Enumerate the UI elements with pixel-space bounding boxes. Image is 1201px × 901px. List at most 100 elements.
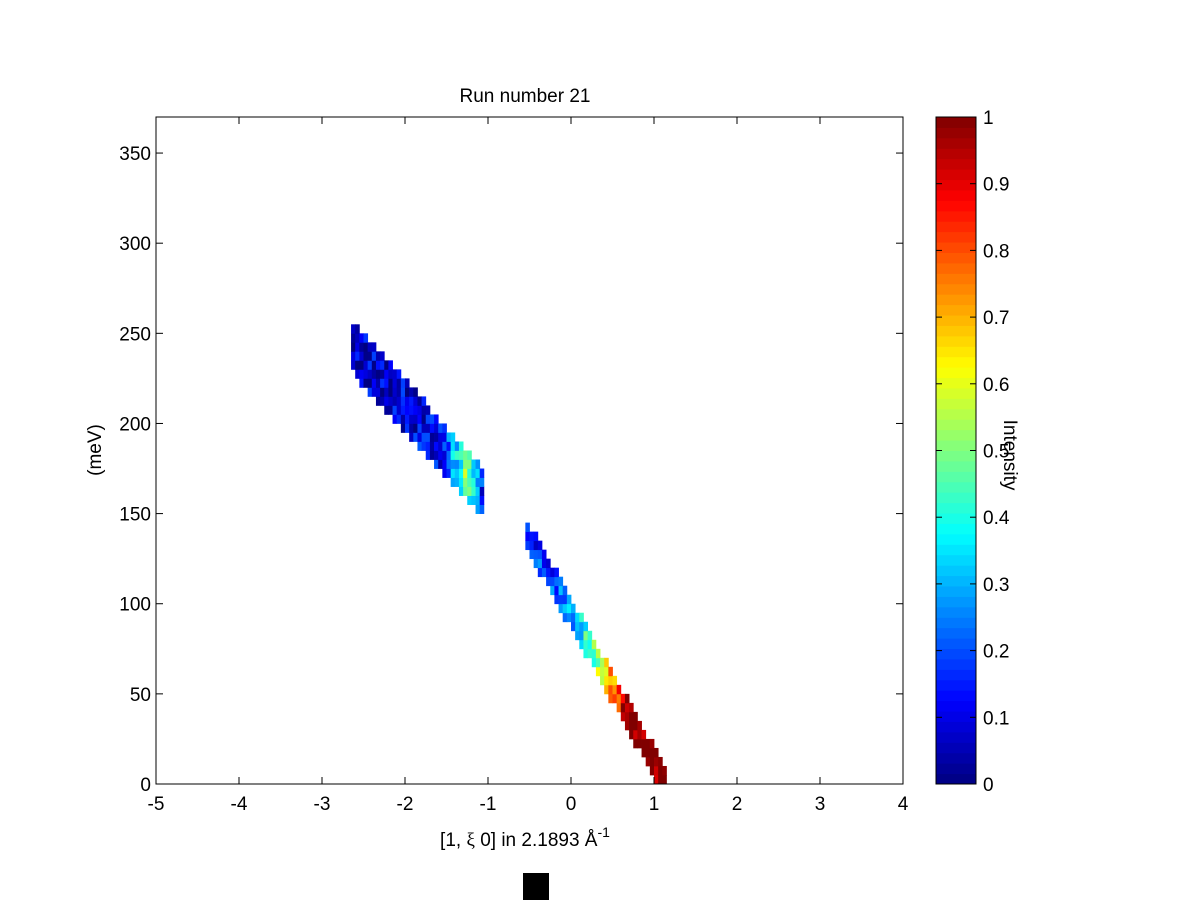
heatmap-cell	[380, 369, 385, 379]
heatmap-cell	[550, 576, 555, 587]
heatmap-cell	[591, 639, 597, 650]
heatmap-cell	[595, 657, 601, 668]
heatmap-cell	[392, 396, 398, 406]
heatmap-cell	[421, 423, 427, 433]
black-square-marker	[523, 873, 549, 900]
heatmap-cell	[600, 657, 605, 668]
heatmap-cell	[454, 450, 460, 460]
heatmap-cell	[384, 369, 389, 379]
heatmap-cell	[533, 540, 539, 551]
heatmap-cell	[400, 387, 406, 397]
heatmap-cell	[359, 351, 364, 361]
heatmap-cell	[438, 450, 443, 460]
heatmap-cell	[363, 369, 369, 379]
heatmap-cell	[463, 468, 468, 478]
heatmap-cell	[388, 378, 393, 388]
colorbar-step	[936, 148, 976, 160]
heatmap-cell	[637, 720, 642, 731]
heatmap-cell	[363, 342, 369, 352]
heatmap-cell	[429, 450, 435, 460]
heatmap-cell	[367, 342, 373, 352]
heatmap-cell	[550, 567, 555, 578]
colorbar-step	[936, 606, 976, 618]
heatmap-cell	[388, 405, 393, 415]
heatmap-cell	[380, 396, 385, 406]
x-tick-label: 0	[566, 794, 577, 815]
heatmap-cell	[438, 423, 443, 433]
heatmap-cell	[562, 585, 568, 596]
heatmap-cell	[475, 486, 481, 496]
heatmap-cell	[608, 675, 613, 686]
heatmap-cell	[554, 594, 559, 605]
heatmap-cell	[409, 405, 414, 415]
colorbar-step	[936, 523, 976, 535]
heatmap-cell	[417, 414, 422, 424]
heatmap-cell	[400, 414, 406, 424]
colorbar-step	[936, 429, 976, 441]
heatmap-cell	[479, 468, 485, 478]
heatmap-cell	[405, 387, 410, 397]
heatmap-cell	[417, 396, 422, 406]
heatmap-cell	[442, 459, 447, 469]
heatmap-cell	[645, 738, 651, 749]
heatmap-cell	[475, 495, 481, 505]
heatmap-cell	[388, 369, 393, 379]
colorbar-step	[936, 137, 976, 149]
heatmap-cell	[471, 468, 476, 478]
colorbar-step	[936, 189, 976, 201]
heatmap-cell	[471, 459, 476, 469]
heatmap-cell	[658, 774, 663, 785]
heatmap-cell	[413, 396, 418, 406]
heatmap-cell	[450, 477, 456, 487]
heatmap-cell	[546, 576, 551, 587]
heatmap-cell	[604, 657, 609, 668]
x-axis-ticks: -5 -4 -3 -2 -1 0 1 2 3 4	[148, 117, 909, 815]
heatmap-cell	[384, 378, 389, 388]
heatmap-cell	[388, 396, 393, 406]
heatmap-cell	[463, 450, 468, 460]
heatmap-cell	[355, 351, 360, 361]
colorbar-step	[936, 127, 976, 139]
heatmap-cell	[525, 531, 530, 542]
heatmap-cell	[405, 405, 410, 415]
heatmap-cell	[438, 459, 443, 469]
heatmap-cell	[421, 396, 427, 406]
heatmap-cell	[571, 621, 576, 632]
heatmap-cell	[575, 621, 580, 632]
heatmap-cell	[616, 684, 622, 695]
y-tick-label: 350	[119, 144, 151, 165]
heatmap-cell	[355, 342, 360, 352]
heatmap-cell	[375, 387, 381, 397]
heatmap-cell	[649, 738, 655, 749]
heatmap-cell	[438, 432, 443, 442]
colorbar-step	[936, 617, 976, 629]
colorbar-gradient	[936, 117, 976, 785]
colorbar-step	[936, 554, 976, 566]
colorbar-step	[936, 731, 976, 743]
heatmap-cell	[434, 414, 439, 424]
heatmap-cell	[541, 549, 547, 560]
heatmap-cell	[454, 468, 460, 478]
heatmap-cell	[413, 387, 418, 397]
colorbar-step	[936, 283, 976, 295]
x-tick-label: -3	[314, 794, 331, 815]
heatmap-cell	[425, 405, 431, 415]
heatmap-cell	[612, 693, 618, 704]
heatmap-cell	[392, 414, 398, 424]
heatmap-cell	[579, 639, 584, 650]
heatmap-cell	[388, 387, 393, 397]
heatmap-cell	[608, 684, 613, 695]
colorbar-step	[936, 513, 976, 524]
heatmap-cell	[384, 396, 389, 406]
heatmap-cell	[583, 630, 588, 641]
heatmap-cell	[546, 567, 551, 578]
heatmap-cell	[355, 360, 360, 370]
heatmap-cell	[413, 405, 418, 415]
heatmap-cell	[380, 387, 385, 397]
colorbar-step	[936, 544, 976, 556]
colorbar-step	[936, 648, 976, 660]
heatmap-cell	[421, 432, 427, 442]
heatmap-cell	[425, 423, 431, 433]
colorbar-step	[936, 335, 976, 347]
